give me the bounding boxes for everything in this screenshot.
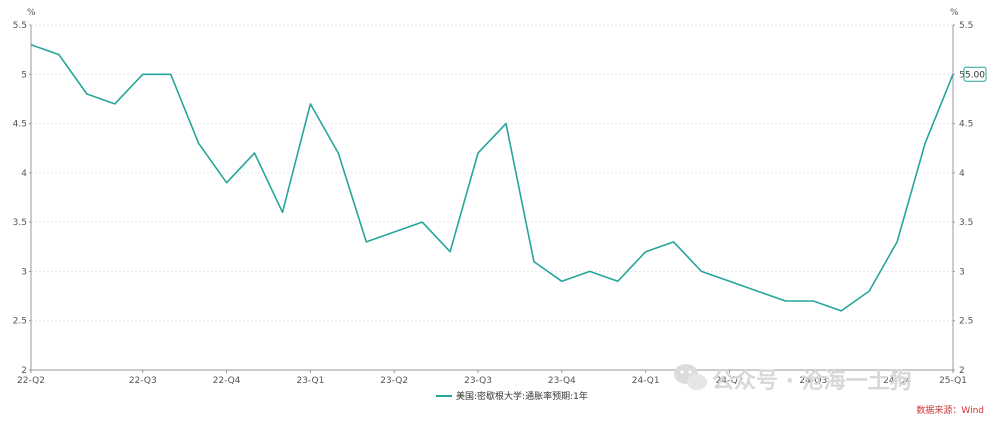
x-tick-label: 24-Q4 [883,376,911,386]
y-tick-label-left: 5.5 [13,21,27,31]
grid-lines [31,24,953,371]
y-tick-label-right: 2.5 [959,317,973,327]
y-tick-label-right: 5 [959,70,965,80]
series-group [30,43,954,312]
left-unit-label: % [27,8,36,18]
y-tick-label-right: 2 [959,366,965,376]
end-value-label: 5.00 [963,66,987,82]
source-note: 数据来源：Wind [916,404,984,416]
x-axis: 22-Q2 22-Q3 22-Q4 23-Q1 23-Q2 23-Q3 23-Q4 24-Q1… [17,369,967,386]
x-tick-label: 25-Q1 [939,376,967,386]
y-tick-label-left: 4 [21,169,27,179]
series-line [30,43,954,312]
watermark-text: 公众号 · 沧海一土狗 [712,368,912,394]
legend: 美国:密歇根大学:通胀率预期:1年 [436,390,588,402]
y-tick-label-left: 5 [21,70,27,80]
y-tick-label-left: 3.5 [13,218,27,228]
right-unit-label: % [950,8,959,18]
left-y-axis: 2 2.5 3 3.5 4 4.5 5 5.5 [13,21,32,376]
x-tick-label: 22-Q4 [213,376,241,386]
y-tick-label-left: 2.5 [13,317,27,327]
y-tick-label-right: 4 [959,169,965,179]
right-unit: % [950,8,959,18]
y-tick-label-right: 4.5 [959,120,973,130]
y-tick-label-left: 4.5 [13,120,27,130]
y-tick-label-right: 3.5 [959,218,973,228]
y-tick-label-right: 5.5 [959,21,973,31]
right-y-axis: 2 2.5 3 3.5 4 4.5 5 5.5 [952,21,973,376]
wechat-icon [674,364,707,390]
y-tick-label-right: 3 [959,267,965,277]
legend-label: 美国:密歇根大学:通胀率预期:1年 [456,390,588,402]
x-tick-label: 23-Q2 [380,376,408,386]
watermark: 公众号 · 沧海一土狗 [674,364,912,394]
x-tick-label: 24-Q1 [632,376,660,386]
x-tick-label: 24-Q3 [799,376,827,386]
y-tick-label-left: 2 [21,366,27,376]
end-label-box [963,66,987,82]
x-tick-label: 22-Q3 [129,376,157,386]
x-tick-label: 24-Q2 [716,376,744,386]
x-tick-label: 23-Q1 [296,376,324,386]
y-tick-label-left: 3 [21,267,27,277]
end-label-text: 5.00 [965,70,985,80]
x-tick-label: 23-Q3 [464,376,492,386]
x-tick-label: 23-Q4 [548,376,576,386]
left-unit: % [27,8,36,18]
x-tick-label: 22-Q2 [17,376,45,386]
